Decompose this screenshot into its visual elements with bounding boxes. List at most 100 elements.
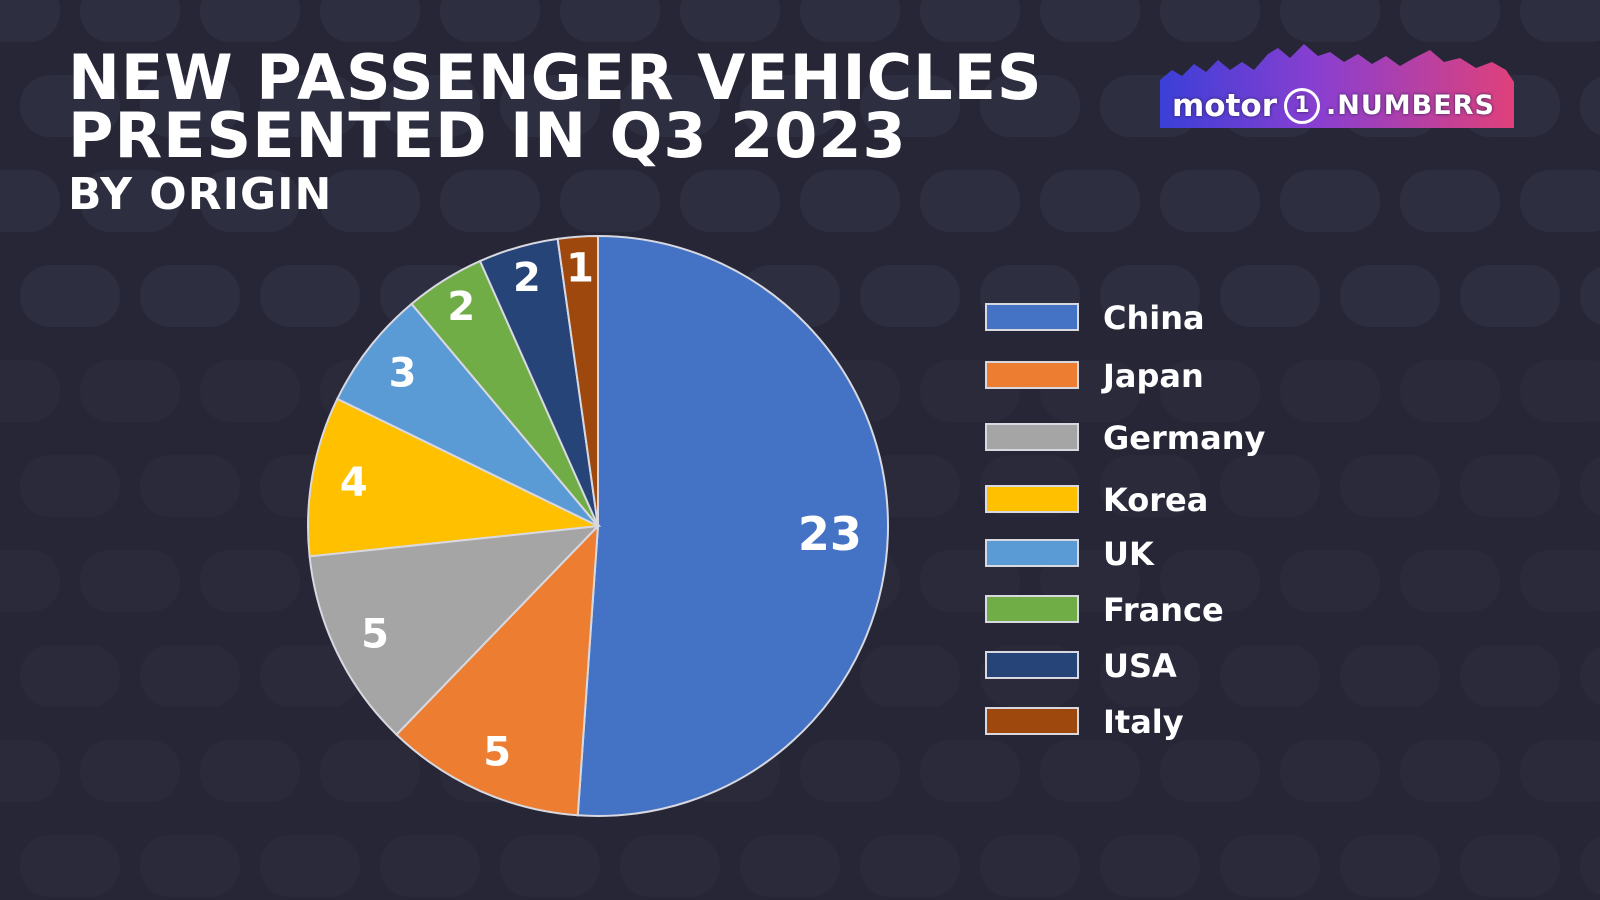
background-car-shape — [1220, 645, 1320, 707]
background-car-shape — [920, 740, 1020, 802]
motor1-numbers-logo: motor 1 .NUMBERS — [1160, 40, 1520, 140]
background-car-shape — [1460, 645, 1560, 707]
background-car-shape — [1280, 740, 1380, 802]
background-car-shape — [200, 170, 300, 232]
background-car-shape — [1580, 456, 1600, 516]
background-car-shape — [1580, 76, 1600, 136]
background-car-shape — [620, 75, 720, 137]
background-car-shape — [200, 0, 300, 42]
background-car-shape — [1460, 835, 1560, 897]
background-car-shape — [260, 265, 360, 327]
background-car-shape — [80, 170, 180, 232]
background-car-shape — [1580, 836, 1600, 896]
background-car-shape — [200, 360, 300, 422]
pie-slice-japan — [395, 523, 600, 817]
background-car-shape — [1340, 265, 1440, 327]
background-car-shape — [560, 0, 660, 42]
background-car-shape — [1400, 550, 1500, 612]
background-car-shape — [1400, 740, 1500, 802]
background-car-shape — [860, 265, 960, 327]
background-car-shape — [860, 645, 960, 707]
legend-item-germany: Germany — [985, 420, 1345, 460]
background-car-shape — [1160, 0, 1260, 42]
background-car-shape — [440, 170, 540, 232]
background-car-shape — [1220, 455, 1320, 517]
background-car-shape — [920, 0, 1020, 42]
legend-label: Germany — [1103, 419, 1266, 457]
background-car-shape — [1100, 455, 1200, 517]
pie-slice-germany — [308, 524, 601, 737]
background-car-shape — [0, 170, 60, 232]
background-car-shape — [320, 170, 420, 232]
pie-value-label-uk: 3 — [389, 350, 417, 396]
background-car-shape — [200, 550, 300, 612]
background-car-shape — [1280, 0, 1380, 42]
pie-value-label-china: 23 — [798, 507, 862, 561]
background-car-shape — [980, 75, 1080, 137]
background-car-shape — [0, 740, 60, 802]
pie-slice-korea — [307, 397, 602, 558]
pie-value-label-korea: 4 — [340, 460, 368, 506]
background-car-shape — [1520, 740, 1600, 802]
background-car-shape — [1040, 170, 1140, 232]
background-car-shape — [1160, 170, 1260, 232]
legend-swatch — [985, 707, 1079, 735]
background-car-shape — [740, 75, 840, 137]
background-car-shape — [500, 835, 600, 897]
logo-wave-graphic — [1160, 44, 1514, 128]
legend-item-uk: UK — [985, 536, 1345, 576]
legend-item-korea: Korea — [985, 482, 1345, 522]
background-car-shape — [140, 265, 240, 327]
background-car-shape — [0, 550, 60, 612]
background-car-shape — [1400, 0, 1500, 42]
pie-value-label-italy: 1 — [566, 246, 594, 292]
background-car-shape — [140, 835, 240, 897]
legend-swatch — [985, 423, 1079, 451]
chart-subtitle: BY ORIGIN — [68, 169, 333, 220]
background-car-shape — [680, 0, 780, 42]
legend-item-france: France — [985, 592, 1345, 632]
legend-swatch — [985, 361, 1079, 389]
background-car-shape — [20, 75, 120, 137]
background-car-shape — [1460, 265, 1560, 327]
legend-swatch — [985, 485, 1079, 513]
background-car-shape — [1100, 835, 1200, 897]
legend-item-italy: Italy — [985, 704, 1345, 744]
legend-swatch — [985, 303, 1079, 331]
pie-value-label-japan: 5 — [483, 730, 511, 776]
logo-wordmark-numbers: .NUMBERS — [1326, 90, 1495, 121]
background-car-shape — [80, 550, 180, 612]
background-car-shape — [1160, 360, 1260, 422]
background-car-shape — [1100, 645, 1200, 707]
background-car-shape — [1040, 740, 1140, 802]
background-car-shape — [1340, 455, 1440, 517]
background-car-shape — [980, 835, 1080, 897]
background-car-shape — [260, 75, 360, 137]
background-car-shape — [560, 170, 660, 232]
logo-wordmark-motor: motor — [1172, 88, 1278, 124]
chart-title-line-1: NEW PASSENGER VEHICLES — [68, 41, 1043, 114]
legend-label: Italy — [1103, 703, 1184, 741]
pie-value-label-germany: 5 — [361, 612, 389, 658]
background-car-shape — [260, 645, 360, 707]
legend-item-japan: Japan — [985, 358, 1345, 398]
background-car-shape — [320, 0, 420, 42]
background-car-shape — [1280, 170, 1380, 232]
background-car-shape — [1460, 455, 1560, 517]
background-car-shape — [620, 835, 720, 897]
background-car-shape — [140, 455, 240, 517]
pie-value-label-usa: 2 — [513, 255, 541, 301]
legend-label: France — [1103, 591, 1224, 629]
background-car-shape — [1520, 170, 1600, 232]
background-car-shape — [1400, 360, 1500, 422]
background-car-shape — [740, 835, 840, 897]
legend-swatch — [985, 651, 1079, 679]
background-car-shape — [1340, 645, 1440, 707]
background-car-shape — [140, 75, 240, 137]
background-car-shape — [260, 835, 360, 897]
background-car-shape — [200, 740, 300, 802]
background-car-shape — [920, 170, 1020, 232]
background-car-shape — [1520, 550, 1600, 612]
